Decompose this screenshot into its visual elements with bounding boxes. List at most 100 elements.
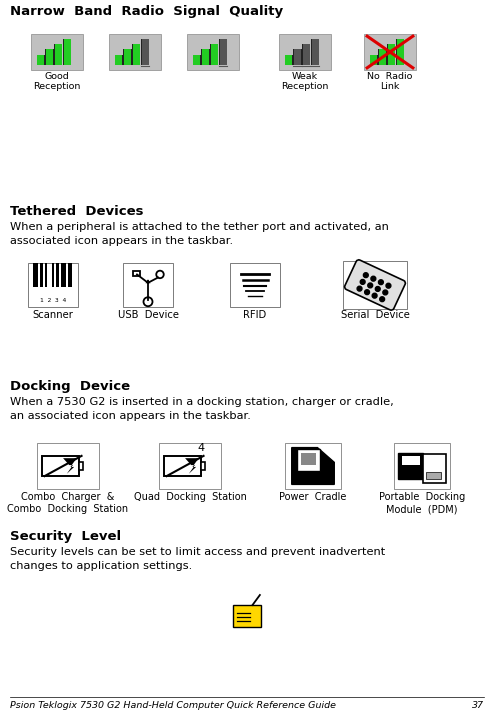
Bar [219,39,227,65]
Bar [109,34,161,70]
Text: Psion Teklogix 7530 G2 Hand-Held Computer Quick Reference Guide: Psion Teklogix 7530 G2 Hand-Held Compute… [10,701,336,710]
Bar [42,456,79,476]
Bar [68,263,72,287]
Bar [397,39,404,65]
Bar [193,55,200,65]
Bar [201,463,206,470]
Bar [230,263,280,307]
Bar [124,49,131,65]
Circle shape [375,287,380,292]
Text: Security levels can be set to limit access and prevent inadvertent
changes to ap: Security levels can be set to limit acce… [10,547,385,571]
Bar [63,39,71,65]
Bar [370,55,377,65]
Circle shape [368,283,372,288]
Circle shape [380,297,385,302]
Bar [285,443,341,489]
Bar [64,39,71,65]
Bar [394,443,450,489]
Circle shape [371,276,376,281]
Bar [312,39,319,65]
Bar [133,271,140,276]
Text: 4: 4 [198,443,205,453]
Text: No  Radio
Link: No Radio Link [368,72,412,92]
Bar [301,453,316,465]
Bar [285,55,292,65]
Text: Security  Level: Security Level [10,530,121,543]
Text: Combo  Charger  &
Combo  Docking  Station: Combo Charger & Combo Docking Station [7,492,128,514]
Circle shape [365,290,370,295]
Text: Power  Cradle: Power Cradle [279,492,347,502]
Text: Weak
Reception: Weak Reception [281,72,329,92]
Bar [297,450,320,470]
Circle shape [383,290,388,295]
Text: 1 2 3 4: 1 2 3 4 [40,297,66,302]
Bar [379,49,386,65]
Polygon shape [292,448,334,484]
Text: Scanner: Scanner [33,310,74,320]
Polygon shape [63,458,77,474]
Bar [294,49,301,65]
Bar [399,453,423,479]
Bar [202,49,209,65]
Bar [159,443,221,489]
Text: Narrow  Band  Radio  Signal  Quality: Narrow Band Radio Signal Quality [10,5,283,18]
Text: 37: 37 [472,701,484,710]
Bar [115,55,122,65]
Bar [210,44,218,65]
Circle shape [360,280,365,285]
Bar [193,55,201,65]
FancyBboxPatch shape [344,260,406,310]
Bar [55,44,62,65]
Circle shape [386,283,391,288]
Bar [187,34,239,70]
Bar [202,49,209,65]
Bar [141,39,149,65]
Bar [423,454,446,483]
Bar [56,263,59,287]
Bar [37,55,44,65]
Circle shape [357,286,362,291]
Bar [123,263,173,307]
Bar [211,44,218,65]
Text: Tethered  Devices: Tethered Devices [10,205,143,218]
Bar [37,55,44,65]
Bar [115,55,123,65]
Bar [343,261,407,309]
Bar [293,49,301,65]
Circle shape [372,293,377,298]
Bar [133,44,140,65]
Bar [388,44,395,65]
Bar [52,263,54,287]
Bar [61,263,66,287]
Bar [396,39,404,65]
Bar [28,263,78,307]
Bar [142,39,149,65]
Bar [311,39,319,65]
Text: Docking  Device: Docking Device [10,380,130,393]
Bar [79,463,83,470]
Bar [45,49,53,65]
Text: When a 7530 G2 is inserted in a docking station, charger or cradle,
an associate: When a 7530 G2 is inserted in a docking … [10,397,394,420]
Text: USB  Device: USB Device [118,310,178,320]
Bar [303,44,310,65]
Text: Good
Reception: Good Reception [33,72,81,92]
Bar [233,605,261,627]
Bar [279,34,331,70]
Bar [364,34,416,70]
Bar [46,49,53,65]
Bar [220,39,227,65]
Bar [31,34,83,70]
Bar [378,49,386,65]
Bar [45,263,47,287]
Bar [132,44,140,65]
Text: Quad  Docking  Station: Quad Docking Station [133,492,247,502]
Polygon shape [185,458,199,474]
Bar [54,44,62,65]
Text: RFID: RFID [244,310,267,320]
Bar [40,263,43,287]
Bar [285,55,292,65]
Circle shape [364,272,368,277]
Bar [426,471,441,479]
Text: Portable  Docking
Module  (PDM): Portable Docking Module (PDM) [379,492,465,514]
Bar [370,55,378,65]
